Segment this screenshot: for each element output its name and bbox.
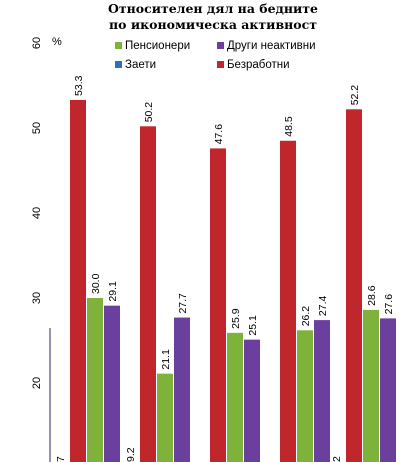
bar: [346, 109, 362, 462]
y-tick-label: 60: [31, 37, 43, 49]
legend-label: Безработни: [227, 59, 290, 71]
chart-subtitle: по икономическа активност: [109, 17, 317, 32]
bar: [280, 140, 296, 462]
data-label: 25.1: [247, 315, 259, 336]
bar: [380, 318, 396, 462]
bar: [227, 332, 243, 462]
bar: [363, 309, 379, 462]
legend: Пенсионери Други неактивни Заети Безработни: [115, 40, 316, 71]
bar: [140, 126, 156, 462]
data-label: 26.2: [300, 306, 312, 327]
legend-label: Заети: [125, 59, 156, 71]
y-axis-unit: %: [52, 36, 62, 48]
bar: [314, 320, 330, 462]
bar: [157, 373, 173, 462]
data-label: 53.3: [73, 75, 85, 96]
data-label: 47.6: [213, 124, 225, 145]
data-label: 48.5: [283, 116, 295, 137]
bar: [70, 99, 86, 462]
data-labels: 53.3 50.2 47.6 48.5 52.2 30.0 21.1 25.9 26.2 28.6…: [55, 75, 395, 462]
bar: [87, 298, 103, 462]
legend-swatch: [115, 61, 122, 68]
y-tick-label: 50: [31, 122, 43, 134]
bar: [210, 148, 226, 462]
data-label: 27.7: [177, 293, 189, 314]
y-tick-label: 20: [31, 377, 43, 389]
legend-label: Други неактивни: [227, 40, 316, 52]
data-label: 30.0: [90, 273, 102, 294]
bar: [244, 339, 260, 462]
data-label-cropped: 2: [331, 456, 343, 462]
data-label: 27.4: [317, 296, 329, 317]
data-label: 50.2: [143, 102, 155, 123]
bar: [174, 317, 190, 462]
data-label: 52.2: [349, 85, 361, 106]
data-label: 25.9: [230, 308, 242, 329]
data-label: 21.1: [160, 349, 172, 370]
chart-title: Относителен дял на бедните: [108, 1, 318, 16]
y-tick-label: 40: [31, 207, 43, 219]
data-label-cropped: 7: [55, 456, 67, 462]
legend-swatch: [115, 42, 122, 49]
legend-swatch: [217, 61, 224, 68]
data-label: 28.6: [366, 285, 378, 306]
bars: [70, 99, 396, 462]
legend-swatch: [217, 42, 224, 49]
bar: [297, 330, 313, 462]
data-label-cropped: 9.2: [125, 447, 137, 462]
data-label: 27.6: [383, 294, 395, 315]
legend-label: Пенсионери: [125, 40, 190, 52]
bar: [104, 305, 120, 462]
data-label: 29.1: [107, 281, 119, 302]
y-tick-label: 30: [31, 292, 43, 304]
y-axis-ticks: 20 30 40 50 60: [31, 37, 43, 389]
